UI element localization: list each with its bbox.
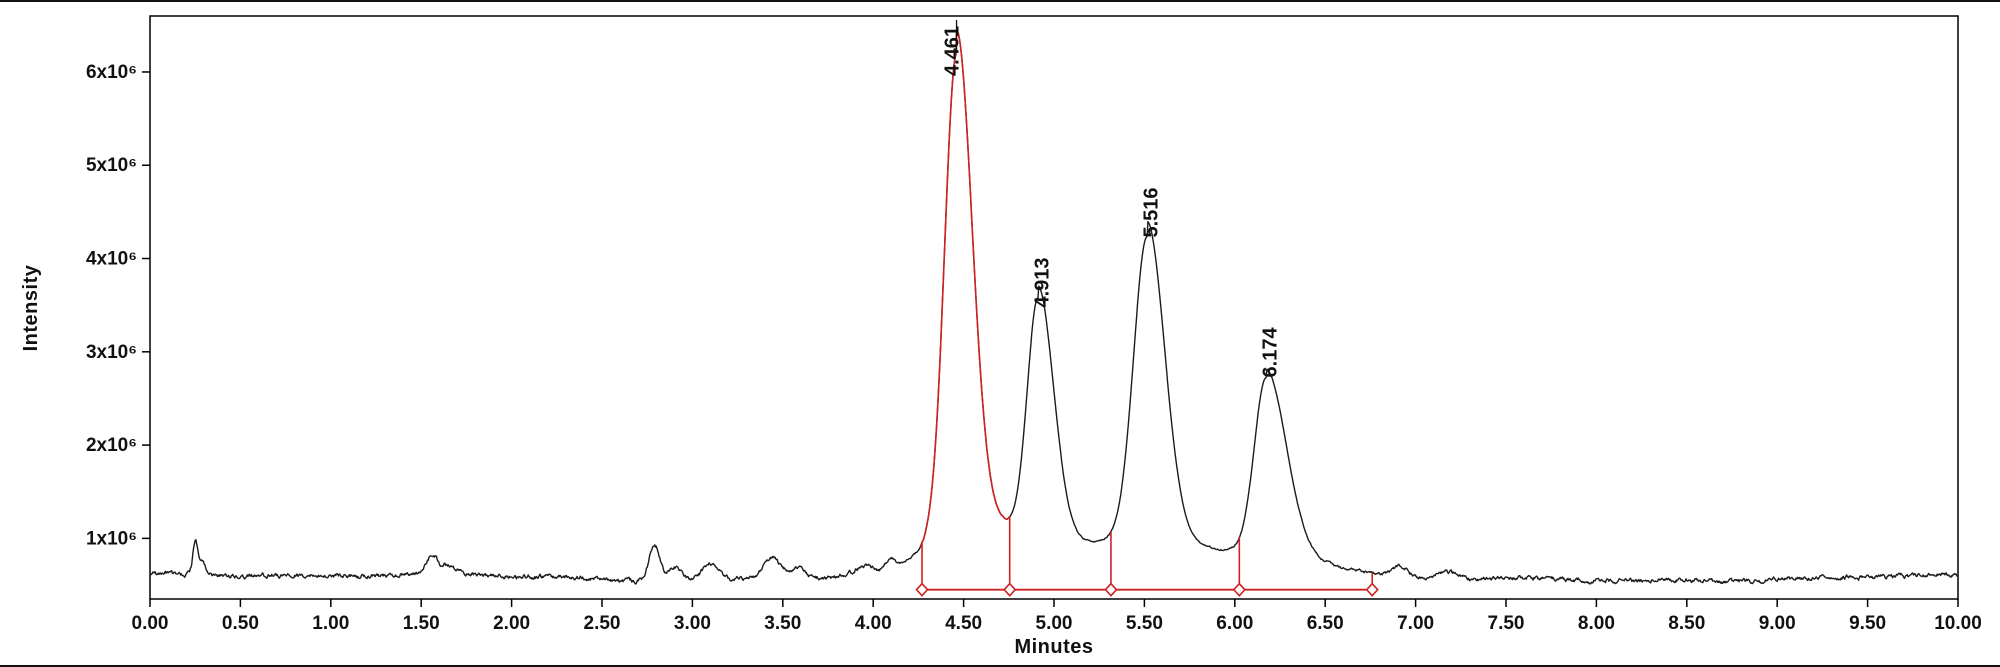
x-tick-label: 1.50 — [403, 613, 440, 634]
chromatogram-trace — [149, 29, 1958, 585]
x-tick-label: 10.00 — [1934, 613, 1982, 634]
plot-border — [149, 15, 1959, 600]
x-tick-label: 8.50 — [1668, 613, 1705, 634]
x-tick-label: 6.50 — [1307, 613, 1344, 634]
highlighted-peak-trace — [919, 29, 1011, 547]
y-tick-label: 3x10⁶ — [86, 342, 137, 363]
x-tick-label: 9.00 — [1759, 613, 1796, 634]
y-tick-label: 6x10⁶ — [86, 62, 137, 83]
x-tick-label: 3.00 — [674, 613, 711, 634]
y-tick-label: 4x10⁶ — [86, 249, 137, 270]
x-tick-label: 0.50 — [222, 613, 259, 634]
x-tick-label: 7.00 — [1397, 613, 1434, 634]
peak-label: 6.174 — [1259, 327, 1281, 378]
y-tick-label: 5x10⁶ — [86, 155, 137, 176]
x-tick-label: 2.00 — [493, 613, 530, 634]
integration-boundary-marker[interactable] — [1003, 582, 1017, 597]
x-tick-label: 9.50 — [1849, 613, 1886, 634]
x-tick-label: 2.50 — [584, 613, 621, 634]
x-tick-label: 6.00 — [1216, 613, 1253, 634]
x-tick-label: 8.00 — [1578, 613, 1615, 634]
x-tick-label: 5.00 — [1036, 613, 1073, 634]
integration-boundary-marker[interactable] — [915, 582, 929, 597]
x-tick-label: 5.50 — [1126, 613, 1163, 634]
x-tick-label: 0.00 — [132, 613, 169, 634]
x-axis-title: Minutes — [1014, 636, 1094, 658]
x-tick-label: 1.00 — [312, 613, 349, 634]
x-tick-label: 4.00 — [855, 613, 892, 634]
peak-label: 4.461 — [942, 26, 964, 76]
x-tick-label: 4.50 — [945, 613, 982, 634]
y-axis-title: Intensity — [19, 264, 42, 352]
integration-boundary-marker[interactable] — [1232, 582, 1246, 597]
x-tick-label: 7.50 — [1488, 613, 1525, 634]
y-tick-label: 2x10⁶ — [86, 435, 137, 456]
peak-label: 5.516 — [1140, 187, 1162, 237]
integration-boundary-marker[interactable] — [1365, 582, 1379, 597]
y-tick-label: 1x10⁶ — [86, 528, 137, 549]
x-tick-label: 3.50 — [764, 613, 801, 634]
integration-boundary-marker[interactable] — [1104, 582, 1118, 597]
peak-label: 4.913 — [1031, 257, 1053, 307]
